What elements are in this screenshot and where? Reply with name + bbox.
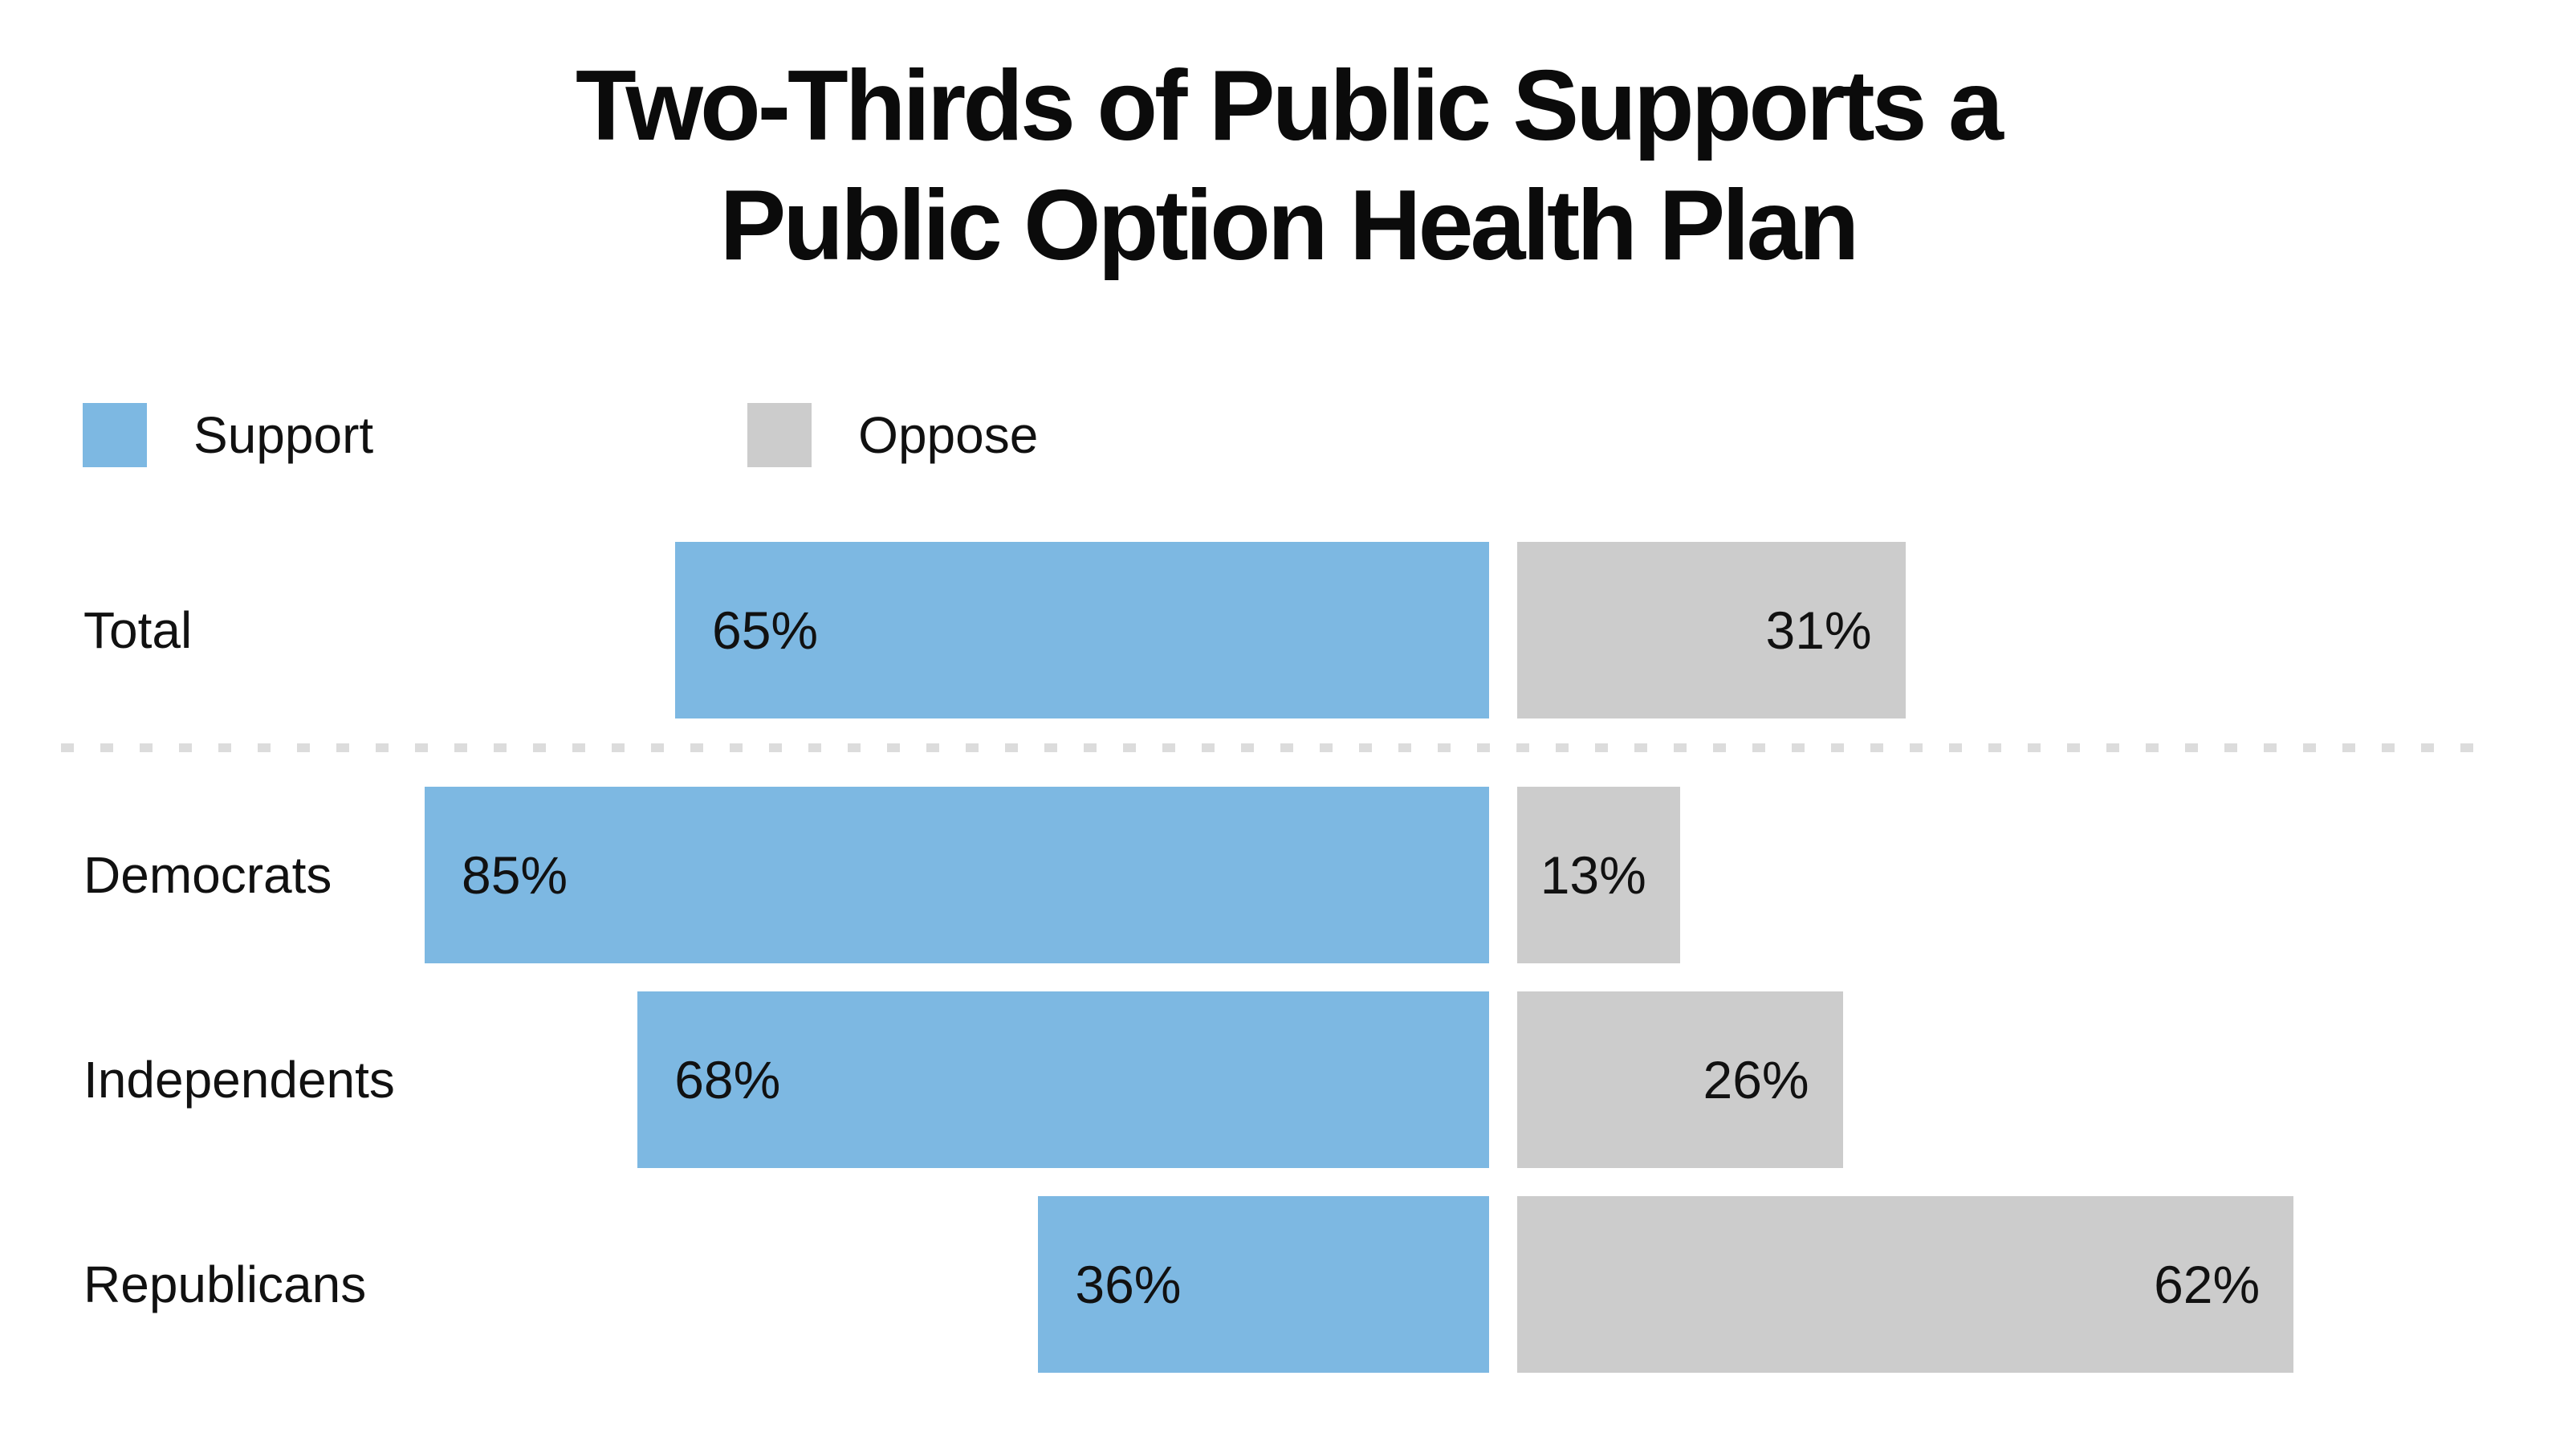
chart-title-line2: Public Option Health Plan <box>719 169 1860 281</box>
legend-item-support: Support <box>83 403 373 467</box>
oppose-legend-swatch <box>747 403 812 467</box>
support-legend-label: Support <box>193 406 374 464</box>
oppose-legend-label: Oppose <box>858 406 1039 464</box>
oppose-bar-independents: 26% <box>1517 991 1843 1168</box>
support-legend-swatch <box>83 403 147 467</box>
category-label-republicans: Republicans <box>83 1256 367 1313</box>
category-label-democrats: Democrats <box>83 846 332 904</box>
category-label-total: Total <box>83 601 193 659</box>
oppose-bar-total: 31% <box>1517 542 1906 718</box>
legend-item-oppose: Oppose <box>747 403 1038 467</box>
support-bar-democrats: 85% <box>425 787 1489 963</box>
support-bar-total: 65% <box>675 542 1489 718</box>
category-label-independents: Independents <box>83 1051 395 1109</box>
chart-title-line1: Two-Thirds of Public Supports a <box>576 51 2004 161</box>
legend: Support Oppose <box>83 403 1038 467</box>
support-bar-independents: 68% <box>637 991 1489 1168</box>
total-vs-party-divider <box>61 743 2491 752</box>
support-bar-republicans: 36% <box>1038 1196 1489 1373</box>
oppose-bar-democrats: 13% <box>1517 787 1680 963</box>
chart-title: Two-Thirds of Public Supports a Public O… <box>0 47 2576 286</box>
oppose-bar-republicans: 62% <box>1517 1196 2294 1373</box>
